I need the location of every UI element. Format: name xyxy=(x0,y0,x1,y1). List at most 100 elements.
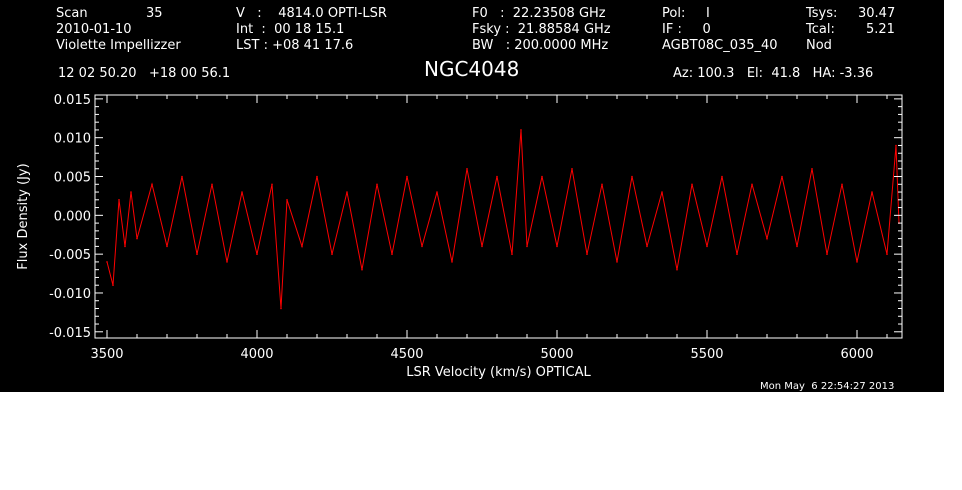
spectrum-data-point xyxy=(151,183,153,186)
spectrum-data-point xyxy=(316,175,318,178)
spectrum-data-point xyxy=(751,183,753,186)
spectrum-data-point xyxy=(124,245,126,248)
spectrum-data-point xyxy=(481,245,483,248)
spectrum-data-point xyxy=(376,183,378,186)
x-axis-label: LSR Velocity (km/s) OPTICAL xyxy=(406,365,591,380)
spectrum-data-point xyxy=(601,183,603,186)
y-tick-label: 0.000 xyxy=(54,209,91,224)
spectrum-data-point xyxy=(586,253,588,255)
spectrum-data-point xyxy=(526,245,528,248)
spectrum-data-point xyxy=(556,245,558,248)
x-tick-label: 4000 xyxy=(240,347,273,362)
spectrum-data-point xyxy=(676,268,678,271)
if-number: IF : 0 xyxy=(662,22,711,37)
spectrum-data-point xyxy=(286,199,288,201)
polarization: Pol: I xyxy=(662,6,710,21)
spectrum-data-point xyxy=(106,261,108,263)
spectrum-data-point xyxy=(436,191,438,193)
lst-info: LST : +08 41 17.6 xyxy=(236,38,354,53)
spectrum-data-point xyxy=(361,268,363,271)
x-tick-label: 4500 xyxy=(390,347,423,362)
source-name: NGC4048 xyxy=(424,57,520,81)
spectrum-plot-panel: Scan 35 2010-01-10 Violette Impellizzer … xyxy=(0,0,944,392)
spectrum-data-point xyxy=(451,261,453,263)
spectrum-data-point xyxy=(406,175,408,178)
tsys-value: 30.47 xyxy=(858,6,896,21)
spectrum-trace-line xyxy=(106,129,900,309)
x-tick-label: 3500 xyxy=(90,347,123,362)
spectrum-data-point xyxy=(331,253,333,255)
spectrum-data-point xyxy=(256,253,258,255)
spectrum-chart: 3500 4000 4500 5000 5500 6000 -0.015 -0.010 -0.0… xyxy=(16,93,903,380)
spectrum-data-point xyxy=(796,245,798,248)
spectrum-data-point xyxy=(346,191,348,193)
spectrum-data-point xyxy=(130,191,132,193)
spectrum-data-point xyxy=(661,191,663,193)
spectrum-data-point xyxy=(691,183,693,186)
spectrum-data-point xyxy=(421,245,423,248)
spectrum-data-point xyxy=(271,183,273,186)
y-axis-label: Flux Density (Jy) xyxy=(16,163,31,269)
spectrum-data-point xyxy=(721,175,723,178)
integration-time: Int : 00 18 15.1 xyxy=(236,22,345,37)
spectrum-data-point xyxy=(706,245,708,248)
x-tick-label: 5000 xyxy=(540,347,573,362)
spectrum-trace-group xyxy=(106,129,900,310)
tsys-label: Tsys: xyxy=(806,6,838,21)
spectrum-data-point xyxy=(811,168,813,170)
spectrum-data-point xyxy=(118,199,120,201)
az-el-ha: Az: 100.3 El: 41.8 HA: -3.36 xyxy=(673,66,874,81)
y-tick-label: 0.005 xyxy=(54,171,91,186)
observation-date: 2010-01-10 xyxy=(56,22,132,37)
spectrum-data-point xyxy=(166,245,168,248)
spectrum-data-point xyxy=(856,261,858,263)
scan-number: 35 xyxy=(146,6,163,21)
spectrum-data-point xyxy=(871,191,873,193)
velocity-info: V : 4814.0 OPTI-LSR xyxy=(236,6,387,21)
sky-frequency: Fsky : 21.88584 GHz xyxy=(472,22,611,37)
spectrum-data-point xyxy=(226,261,228,263)
spectrum-data-point xyxy=(826,253,828,255)
observing-mode: Nod xyxy=(806,38,832,53)
spectrum-data-point xyxy=(211,183,213,186)
observer-name: Violette Impellizzer xyxy=(56,38,181,53)
spectrum-data-point xyxy=(781,175,783,178)
spectrum-data-point xyxy=(646,245,648,248)
spectrum-data-point xyxy=(466,168,468,170)
rest-frequency: F0 : 22.23508 GHz xyxy=(472,6,606,21)
spectrum-data-point xyxy=(280,307,282,310)
scan-label: Scan xyxy=(56,6,88,21)
spectrum-data-point xyxy=(841,183,843,186)
project-id: AGBT08C_035_40 xyxy=(662,38,778,53)
spectrum-data-point xyxy=(181,175,183,178)
plot-frame xyxy=(94,94,903,339)
y-tick-label: -0.015 xyxy=(49,326,91,341)
spectrum-data-point xyxy=(571,168,573,170)
spectrum-data-point xyxy=(616,261,618,263)
axes-group: 3500 4000 4500 5000 5500 6000 -0.015 -0.010 -0.0… xyxy=(49,93,902,362)
spectrum-data-point xyxy=(112,284,114,287)
spectrum-data-point xyxy=(520,129,522,131)
spectrum-data-point xyxy=(541,175,543,178)
tcal-label: Tcal: xyxy=(806,22,835,37)
source-coordinates: 12 02 50.20 +18 00 56.1 xyxy=(58,66,231,81)
spectrum-data-point xyxy=(631,175,633,178)
bandwidth: BW : 200.0000 MHz xyxy=(472,38,609,53)
y-tick-label: 0.015 xyxy=(54,93,91,108)
spectrum-data-point xyxy=(496,175,498,178)
plot-timestamp: Mon May 6 22:54:27 2013 xyxy=(760,381,895,392)
spectrum-data-point xyxy=(241,191,243,193)
spectrum-data-point xyxy=(511,253,513,255)
spectrum-data-point xyxy=(196,253,198,255)
spectrum-data-point xyxy=(391,253,393,255)
spectrum-data-point xyxy=(136,237,138,240)
x-tick-label: 5500 xyxy=(690,347,723,362)
x-tick-label: 6000 xyxy=(840,347,873,362)
spectrum-data-point xyxy=(301,245,303,248)
y-tick-label: 0.010 xyxy=(54,132,91,147)
spectrum-data-point xyxy=(895,144,897,147)
spectrum-data-point xyxy=(886,253,888,255)
y-tick-label: -0.010 xyxy=(49,287,91,302)
spectrum-data-point xyxy=(766,237,768,240)
tcal-value: 5.21 xyxy=(866,22,895,37)
